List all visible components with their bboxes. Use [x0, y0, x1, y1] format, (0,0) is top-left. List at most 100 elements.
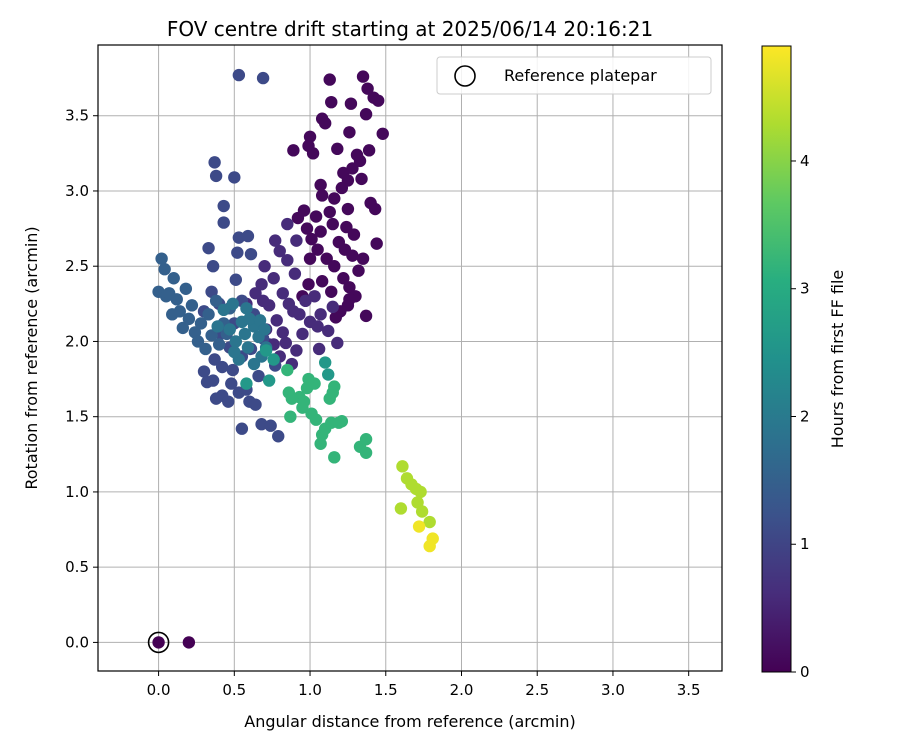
data-point: [426, 532, 439, 545]
x-tick-label: 2.0: [450, 681, 474, 699]
reference-point-fill: [152, 636, 165, 649]
data-point: [343, 126, 356, 139]
data-point: [296, 327, 309, 341]
y-tick-label: 0.0: [65, 633, 89, 651]
data-point: [179, 282, 193, 295]
data-point: [326, 386, 339, 399]
data-point: [244, 247, 258, 261]
data-point: [249, 287, 262, 300]
data-point: [273, 244, 286, 258]
x-axis-ticks: 0.0 0.5 1.0 1.5 2.0 2.5 3.0 3.5: [147, 671, 701, 699]
data-point: [352, 264, 365, 277]
data-point: [238, 327, 252, 341]
data-point: [314, 225, 327, 238]
data-point: [323, 73, 336, 86]
data-point: [182, 636, 196, 649]
x-tick-label: 1.5: [374, 681, 398, 699]
data-point: [208, 353, 221, 366]
data-point: [267, 353, 280, 366]
colorbar: 0 1 2 3 4 Hours from first FF file: [761, 45, 847, 681]
data-point: [359, 433, 373, 446]
data-point: [353, 154, 367, 168]
data-point: [185, 299, 199, 312]
data-point: [303, 252, 317, 265]
x-tick-label: 1.0: [298, 681, 322, 699]
data-point: [305, 232, 318, 246]
data-point: [341, 202, 355, 216]
reference-point: [147, 631, 170, 654]
data-point: [359, 108, 373, 121]
data-point: [361, 82, 374, 95]
colorbar-ticks: 0 1 2 3 4: [791, 152, 810, 681]
x-tick-label: 2.5: [525, 681, 549, 699]
data-point: [290, 344, 303, 357]
data-point: [344, 97, 358, 110]
data-point: [376, 127, 389, 140]
data-point: [368, 202, 382, 216]
grid: [98, 45, 722, 671]
data-point: [356, 252, 370, 265]
data-point: [258, 323, 271, 336]
data-point: [264, 419, 277, 432]
data-point: [423, 515, 436, 529]
data-point: [255, 278, 268, 291]
data-point: [346, 249, 359, 262]
data-point: [249, 398, 262, 411]
reference-point-marker: [147, 631, 170, 654]
data-point: [394, 502, 408, 515]
data-point: [328, 192, 341, 205]
legend-label: Reference platepar: [504, 66, 657, 85]
data-point: [267, 272, 280, 285]
colorbar-label: Hours from first FF file: [828, 270, 847, 449]
data-point: [191, 335, 205, 348]
data-point: [308, 290, 321, 303]
data-point: [276, 287, 289, 300]
data-point: [325, 95, 338, 109]
data-point: [309, 413, 323, 426]
data-point: [258, 260, 271, 273]
data-point: [276, 326, 289, 339]
data-point: [228, 171, 241, 184]
data-point: [215, 360, 229, 374]
data-point: [335, 415, 349, 428]
y-tick-label: 1.5: [65, 408, 89, 426]
x-tick-label: 0.0: [147, 681, 171, 699]
x-axis-label: Angular distance from reference (arcmin): [244, 712, 575, 731]
x-tick-label: 3.0: [601, 681, 625, 699]
data-point: [256, 294, 270, 308]
data-point: [290, 234, 303, 247]
legend-box: [436, 56, 712, 95]
data-point: [209, 169, 223, 183]
data-point: [323, 205, 336, 219]
data-point: [306, 147, 320, 160]
data-point: [343, 293, 356, 306]
data-point: [326, 217, 339, 231]
data-point: [362, 144, 376, 157]
data-point: [182, 312, 196, 326]
colorbar-tick-label: 3: [800, 280, 810, 298]
data-point: [202, 241, 215, 255]
data-point: [302, 372, 315, 386]
legend: Reference platepar: [436, 56, 712, 95]
data-point: [371, 94, 385, 107]
data-point: [297, 395, 311, 408]
data-point: [328, 260, 341, 273]
data-point: [287, 144, 300, 157]
data-point: [243, 312, 256, 326]
data-point: [328, 451, 341, 464]
data-point: [158, 263, 171, 276]
data-point: [217, 303, 230, 317]
data-point: [337, 272, 350, 285]
data-point: [312, 342, 326, 356]
data-point: [259, 344, 273, 357]
chart-title: FOV centre drift starting at 2025/06/14 …: [167, 17, 653, 41]
data-point: [315, 189, 329, 202]
data-point: [359, 309, 373, 323]
data-point: [412, 520, 426, 533]
data-point: [314, 308, 327, 321]
data-point: [240, 377, 253, 390]
data-point: [194, 317, 208, 330]
data-point: [240, 302, 253, 315]
data-point: [229, 335, 243, 348]
data-point: [300, 222, 314, 235]
